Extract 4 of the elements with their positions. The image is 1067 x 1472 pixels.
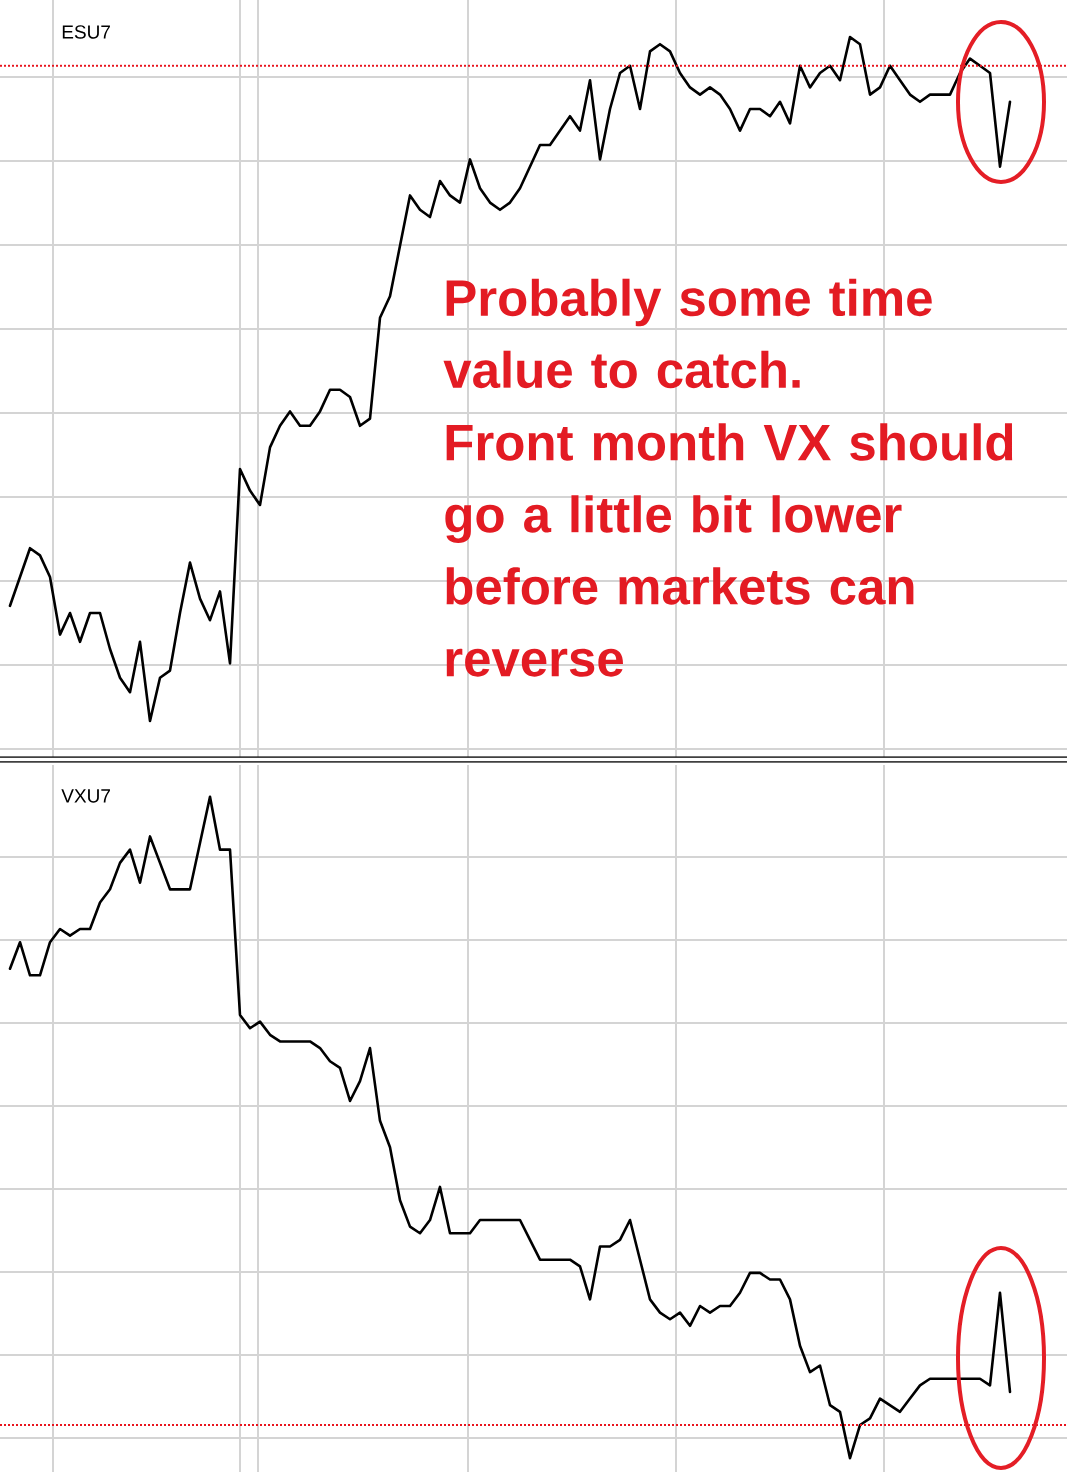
annotation: Probably some time value to catch. <box>443 278 932 389</box>
chart-title: VXU7 <box>61 789 110 803</box>
annotation: Front month VX should go a little bit lower before markets can reverse <box>445 423 1013 677</box>
chart-title: ESU7 <box>62 25 110 39</box>
